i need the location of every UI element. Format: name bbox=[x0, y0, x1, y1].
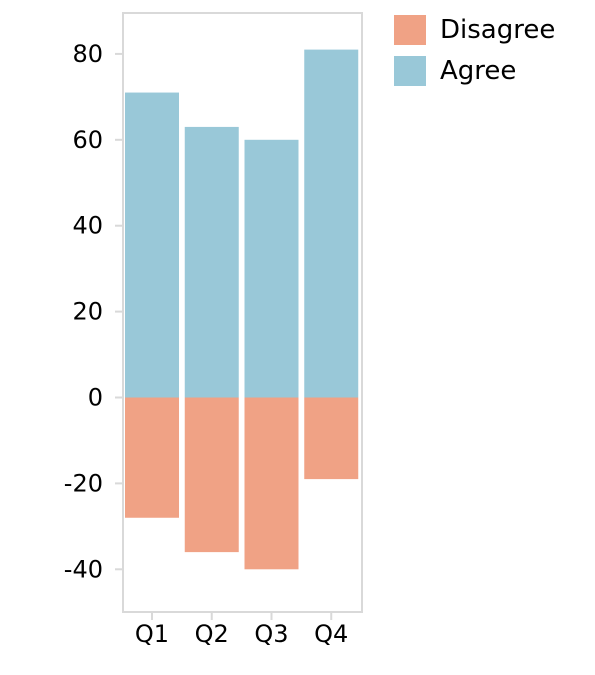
y-tick-label: -40 bbox=[64, 555, 103, 583]
y-tick-label: 0 bbox=[88, 384, 103, 412]
bar-disagree-q2 bbox=[184, 397, 239, 553]
bar-agree-q3 bbox=[244, 139, 299, 398]
x-tick-label: Q2 bbox=[195, 620, 229, 648]
bar-agree-q1 bbox=[125, 92, 179, 398]
legend-label-disagree: Disagree bbox=[440, 15, 555, 45]
y-tick-label: -20 bbox=[64, 469, 103, 497]
bars-group bbox=[125, 49, 359, 570]
y-tick-label: 40 bbox=[72, 212, 103, 240]
y-axis: 80 60 40 20 0 -20 -40 bbox=[64, 40, 123, 583]
bar-disagree-q1 bbox=[125, 397, 179, 518]
x-tick-label: Q3 bbox=[254, 620, 288, 648]
legend-swatch-disagree bbox=[394, 15, 426, 45]
bar-disagree-q4 bbox=[304, 397, 359, 480]
bar-disagree-q3 bbox=[244, 397, 299, 570]
y-tick-label: 20 bbox=[72, 298, 103, 326]
bar-agree-q4 bbox=[304, 49, 359, 398]
legend-label-agree: Agree bbox=[440, 56, 516, 86]
x-axis: Q1 Q2 Q3 Q4 bbox=[135, 612, 348, 648]
legend: Disagree Agree bbox=[394, 15, 555, 86]
y-tick-label: 60 bbox=[72, 126, 103, 154]
x-tick-label: Q4 bbox=[314, 620, 348, 648]
y-tick-label: 80 bbox=[72, 40, 103, 68]
bar-agree-q2 bbox=[184, 126, 239, 398]
x-tick-label: Q1 bbox=[135, 620, 169, 648]
legend-swatch-agree bbox=[394, 56, 426, 86]
